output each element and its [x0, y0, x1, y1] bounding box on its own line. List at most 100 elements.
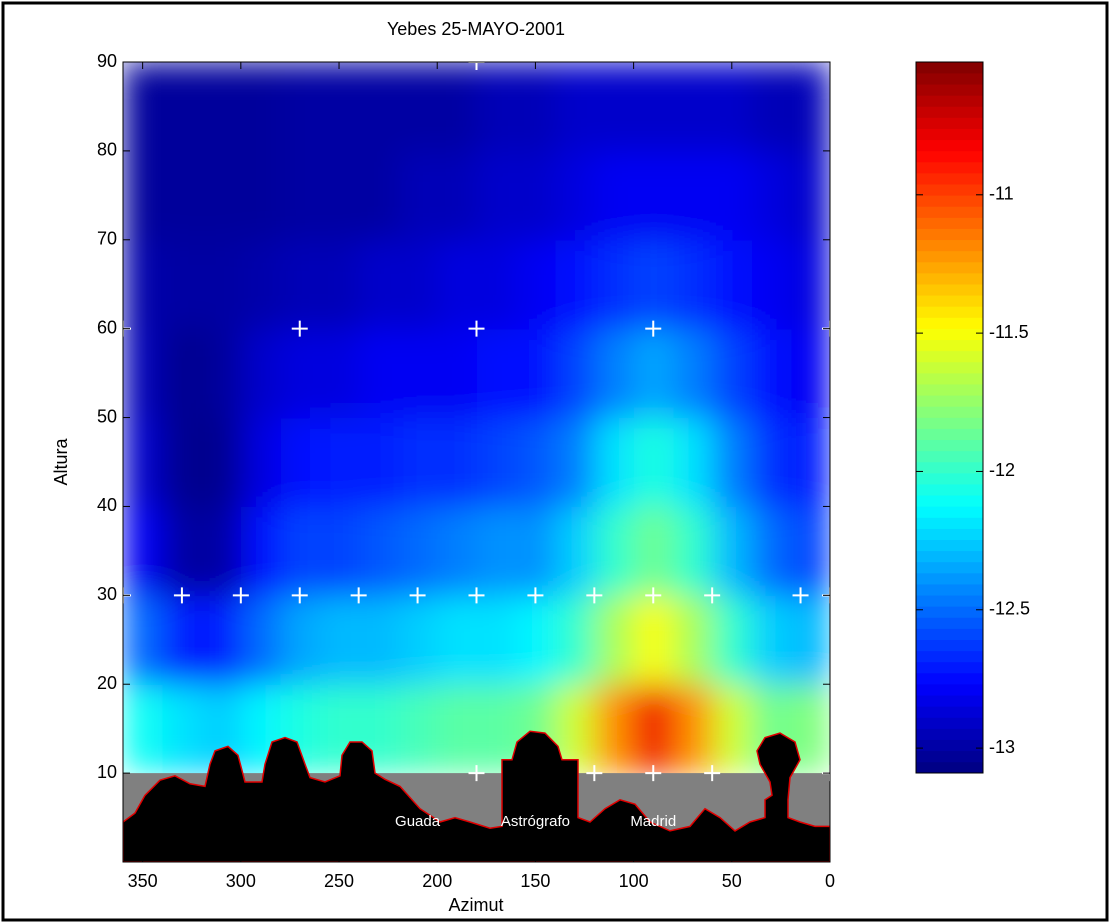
y-tick-label: 70	[97, 229, 117, 249]
colorbar-step	[916, 128, 983, 141]
heat-cell	[711, 505, 752, 596]
heat-cell	[123, 417, 163, 507]
measure-point	[468, 765, 485, 782]
heat-cell	[201, 505, 242, 596]
colorbar-step	[916, 294, 983, 307]
colorbar-step	[916, 306, 983, 318]
colorbar-step	[916, 328, 983, 341]
heat-cell	[593, 239, 635, 330]
heat-cell	[476, 594, 517, 685]
heat-cell	[201, 62, 242, 152]
heat-cell	[476, 150, 517, 241]
colorbar-step	[916, 594, 983, 607]
heat-cell	[318, 239, 360, 330]
heat-cell	[593, 62, 635, 152]
y-tick-label: 40	[97, 495, 117, 515]
heat-cell	[476, 505, 517, 596]
heat-cell	[593, 683, 635, 774]
heat-cell	[515, 150, 556, 241]
heatmap	[123, 62, 830, 774]
heat-cell	[240, 505, 281, 596]
heat-cell	[672, 594, 713, 685]
heat-cell	[672, 505, 713, 596]
colorbar-step	[916, 350, 983, 363]
heat-cell	[593, 417, 635, 507]
heat-cell	[161, 505, 203, 596]
heat-cell	[476, 239, 517, 330]
heat-cell	[397, 505, 438, 596]
heat-cell	[790, 417, 830, 507]
measure-point	[586, 587, 603, 604]
colorbar-step	[916, 117, 983, 129]
colorbar-step	[916, 161, 983, 174]
colorbar-tick-label: -11.5	[989, 322, 1029, 342]
heatmap-cells	[123, 62, 830, 774]
colorbar-step	[916, 283, 983, 296]
heat-cell	[397, 594, 438, 685]
y-tick-label: 90	[97, 51, 117, 71]
heat-cell	[436, 62, 477, 152]
y-tick-label: 30	[97, 584, 117, 604]
heat-cell	[123, 62, 163, 152]
y-tick-label: 20	[97, 673, 117, 693]
colorbar-step	[916, 83, 983, 96]
colorbar-step	[916, 506, 983, 518]
heat-cell	[554, 150, 595, 241]
x-tick-label: 200	[422, 871, 452, 891]
heat-cell	[672, 150, 713, 241]
x-tick-label: 100	[619, 871, 649, 891]
colorbar-step	[916, 95, 983, 107]
heat-cell	[750, 239, 792, 330]
heat-cell	[240, 328, 281, 419]
heat-cell	[358, 505, 399, 596]
heat-cell	[554, 417, 595, 507]
x-tick-label: 300	[226, 871, 256, 891]
colorbar-step	[916, 717, 983, 729]
colorbar-step	[916, 239, 983, 252]
heat-cell	[318, 150, 360, 241]
measure-point	[468, 587, 485, 604]
measure-point	[232, 587, 249, 604]
heat-cell	[358, 62, 399, 152]
skyline	[123, 730, 830, 862]
heat-cell	[397, 417, 438, 507]
heat-cell	[279, 239, 320, 330]
colorbar-tick-label: -11	[989, 184, 1014, 204]
heat-cell	[790, 150, 830, 241]
colorbar-step	[916, 372, 983, 385]
y-axis-label: Altura	[51, 438, 71, 486]
heat-cell	[436, 328, 477, 419]
heat-cell	[240, 594, 281, 685]
overlay: 10 20 30 40 50 60 70 80 90 350 300 250 200 150 100 50 0 -…	[97, 51, 1030, 891]
heat-cell	[436, 505, 477, 596]
heat-cell	[240, 417, 281, 507]
horizon: Guada Astrógrafo Madrid	[123, 730, 830, 862]
heat-cell	[358, 239, 399, 330]
colorbar-step	[916, 739, 983, 752]
colorbar-step	[916, 361, 983, 374]
colorbar-step	[916, 706, 983, 718]
heat-cell	[123, 328, 163, 419]
colorbar-frame	[915, 61, 984, 774]
heat-cell	[397, 62, 438, 152]
heat-cell	[240, 62, 281, 152]
heat-cell	[750, 594, 792, 685]
measure-point	[291, 587, 308, 604]
heat-cell	[161, 150, 203, 241]
colorbar-step	[916, 683, 983, 696]
heat-cell	[515, 505, 556, 596]
heat-cell	[593, 150, 635, 241]
heat-cell	[515, 62, 556, 152]
heat-cell	[397, 328, 438, 419]
heat-cell	[515, 594, 556, 685]
heat-cell	[672, 239, 713, 330]
colorbar-step	[916, 261, 983, 274]
heat-cell	[397, 239, 438, 330]
measure-point	[350, 587, 367, 604]
colorbar-step	[916, 472, 983, 485]
heat-cell	[161, 328, 203, 419]
colorbar-step	[916, 561, 983, 574]
colorbar-step	[916, 639, 983, 652]
heat-cell	[633, 328, 674, 419]
